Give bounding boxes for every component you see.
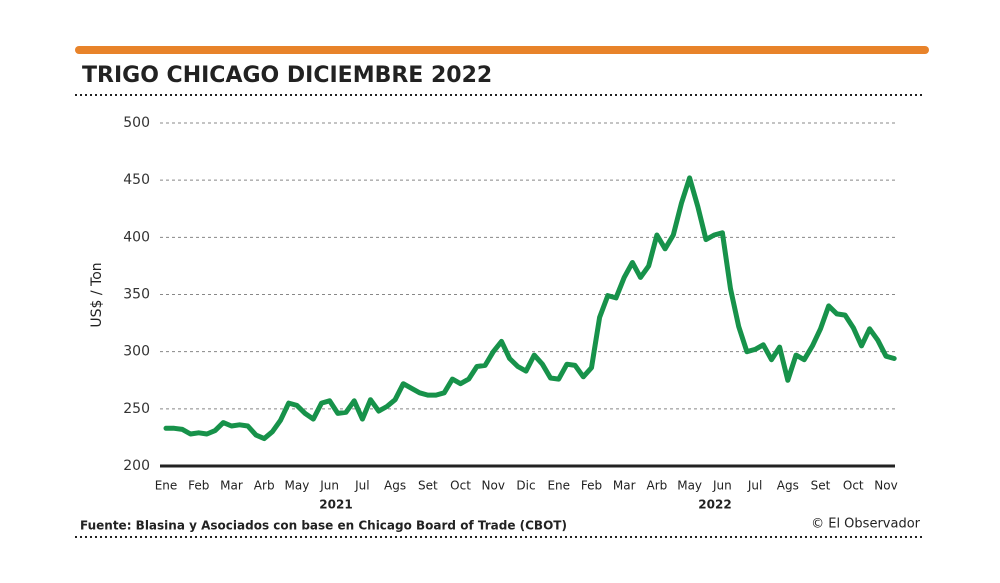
- x-tick-label: Oct: [450, 479, 471, 493]
- y-tick-label: 300: [123, 344, 150, 360]
- x-tick-label: Ags: [384, 479, 406, 493]
- x-tick-label: Mar: [613, 479, 636, 493]
- x-tick-label: Dic: [516, 479, 535, 493]
- x-tick-label: Jun: [319, 479, 339, 493]
- x-tick-label: Ene: [155, 479, 178, 493]
- y-tick-label: 500: [123, 115, 150, 131]
- y-tick-label: 350: [123, 287, 150, 303]
- x-tick-label: May: [677, 479, 702, 493]
- y-tick-label: 450: [123, 172, 150, 188]
- chart-title: TRIGO CHICAGO DICIEMBRE 2022: [82, 63, 492, 88]
- x-tick-label: Set: [811, 479, 831, 493]
- y-tick-label: 400: [123, 229, 150, 245]
- y-tick-label: 200: [123, 458, 150, 474]
- source: Fuente: Blasina y Asociados con base en …: [80, 519, 567, 533]
- price-line: [163, 175, 897, 442]
- credit: © El Observador: [811, 517, 921, 532]
- x-tick-label: Jul: [354, 479, 369, 493]
- x-tick-label: Jul: [747, 479, 762, 493]
- x-tick-label: Feb: [581, 479, 602, 493]
- year-label: 2021: [319, 498, 352, 512]
- x-tick-label: Feb: [188, 479, 209, 493]
- x-tick-label: May: [285, 479, 310, 493]
- x-tick-label: Jun: [712, 479, 732, 493]
- x-tick-label: Nov: [482, 479, 505, 493]
- x-tick-label: Oct: [843, 479, 864, 493]
- x-tick-label: Arb: [254, 479, 275, 493]
- y-axis-label: US$ / Ton: [89, 262, 105, 327]
- top-bar: [75, 46, 929, 54]
- year-label: 2022: [698, 498, 731, 512]
- x-tick-label: Nov: [874, 479, 897, 493]
- x-tick-label: Mar: [220, 479, 243, 493]
- x-tick-label: Set: [418, 479, 438, 493]
- x-tick-label: Ene: [547, 479, 570, 493]
- x-tick-label: Arb: [647, 479, 668, 493]
- x-tick-label: Ags: [777, 479, 799, 493]
- y-tick-label: 250: [123, 401, 150, 417]
